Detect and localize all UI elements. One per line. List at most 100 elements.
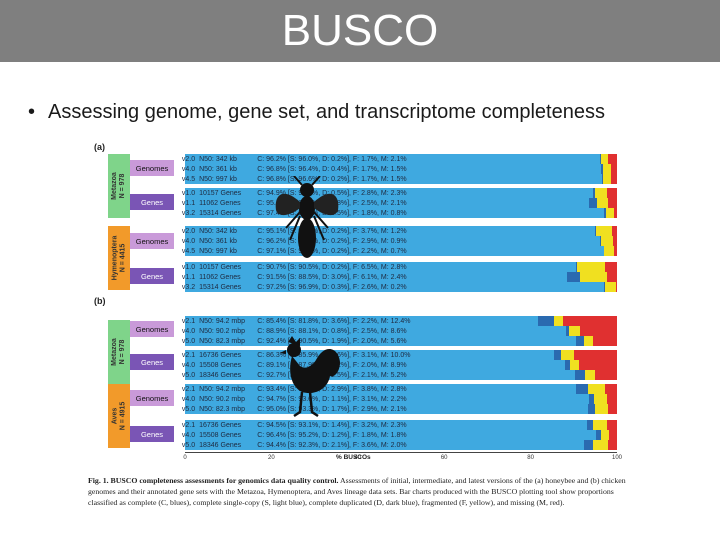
row-summary: C: 95.1% [S: 94.9%, D: 0.2%], F: 3.7%, M… <box>257 227 407 235</box>
row-version: v4.0 <box>181 395 196 403</box>
bar-segment-F <box>553 316 564 326</box>
chart-row-label: v2.0 N50: 342 kb C: 95.1% [S: 94.9%, D: 0.… <box>178 226 616 236</box>
bar-segment-F <box>595 226 612 236</box>
row-summary: C: 94.5% [S: 93.1%, D: 1.4%], F: 3.2%, M… <box>257 421 407 429</box>
bar-segment-M <box>608 440 617 450</box>
bar-segment-D <box>553 350 561 360</box>
row-stat: 16736 Genes <box>199 351 242 359</box>
bar-segment-S <box>185 394 590 404</box>
row-stat: 16736 Genes <box>199 421 242 429</box>
row-summary: C: 96.2% [S: 96.0%, D: 0.2%], F: 1.7%, M… <box>257 155 407 163</box>
bar-segment-D <box>589 198 598 208</box>
row-version: v4.5 <box>181 247 196 255</box>
row-stat: 18346 Genes <box>199 371 242 379</box>
bar-segment-S <box>185 246 604 256</box>
bar-segment-F <box>604 282 617 292</box>
row-version: v1.0 <box>181 189 196 197</box>
bar-segment-M <box>594 370 617 380</box>
rooster-icon <box>280 336 340 418</box>
bar-segment-S <box>185 198 590 208</box>
honeybee-icon <box>275 176 339 258</box>
bar-segment-M <box>607 188 617 198</box>
bar-segment-F <box>569 326 580 336</box>
bar-segment-F <box>580 272 607 282</box>
row-stat: N50: 90.2 mbp <box>199 327 246 335</box>
row-version: v2.0 <box>181 155 196 163</box>
bar-segment-F <box>595 404 608 414</box>
chart-row-label: v3.2 15314 Genes C: 97.2% [S: 96.9%, D: 0.… <box>178 282 616 292</box>
x-axis-tick: 20 <box>268 455 275 461</box>
bar-segment-S <box>185 336 576 346</box>
caption-text: Assessments of initial, intermediate, an… <box>88 476 626 508</box>
chart-row-label: v5.0 18346 Genes C: 94.4% [S: 92.3%, D: 2.… <box>178 440 616 450</box>
bar-segment-F <box>592 440 609 450</box>
bar-segment-M <box>613 236 617 246</box>
subgroup-genomes: Genomes <box>130 160 174 176</box>
busco-bar <box>185 404 617 414</box>
bar-segment-S <box>185 316 539 326</box>
row-version: v5.0 <box>181 441 196 449</box>
busco-bar <box>185 164 617 174</box>
bar-segment-F <box>600 236 614 246</box>
panel-b-label: (b) <box>94 296 106 306</box>
row-version: v2.1 <box>181 317 196 325</box>
slide-title-bar: BUSCO <box>0 0 720 62</box>
bar-segment-F <box>604 246 614 256</box>
busco-bar <box>185 262 617 272</box>
bar-segment-S <box>185 236 600 246</box>
row-stat: 15508 Genes <box>199 431 242 439</box>
bullet-text: Assessing genome, gene set, and transcri… <box>48 101 605 123</box>
bar-segment-S <box>185 404 589 414</box>
busco-bar <box>185 440 617 450</box>
busco-bar <box>185 174 617 184</box>
row-summary: C: 96.2% [S: 96.0%, D: 0.2%], F: 2.9%, M… <box>257 237 407 245</box>
row-summary: C: 94.4% [S: 92.3%, D: 2.1%], F: 3.6%, M… <box>257 441 407 449</box>
bar-segment-M <box>592 336 617 346</box>
row-stat: N50: 342 kb <box>199 227 237 235</box>
bar-segment-D <box>596 430 602 440</box>
x-axis-tick: 60 <box>440 455 448 461</box>
bar-segment-F <box>597 198 608 208</box>
row-version: v2.1 <box>181 421 196 429</box>
panel-a-label: (a) <box>94 142 105 152</box>
group-label-metazoa-b: Metazoa N = 978 <box>108 320 130 384</box>
row-summary: C: 93.4% [S: 90.5%, D: 2.9%], F: 3.8%, M… <box>257 385 407 393</box>
row-version: v2.1 <box>181 385 196 393</box>
x-axis-line <box>185 452 617 453</box>
bar-segment-D <box>592 188 595 198</box>
row-stat: 10157 Genes <box>199 263 242 271</box>
subgroup-genes: Genes <box>130 268 174 284</box>
bar-segment-M <box>607 198 617 208</box>
bar-segment-S <box>185 226 595 236</box>
row-summary: C: 91.5% [S: 88.5%, D: 3.0%], F: 6.1%, M… <box>257 273 407 281</box>
row-summary: C: 96.8% [S: 96.4%, D: 0.4%], F: 1.7%, M… <box>257 165 407 173</box>
bar-segment-F <box>569 360 579 370</box>
busco-bar <box>185 360 617 370</box>
group-label-hymenoptera: Hymenoptera N = 4415 <box>108 226 130 290</box>
row-summary: C: 95.0% [S: 93.3%, D: 1.7%], F: 2.9%, M… <box>257 405 407 413</box>
bar-segment-F <box>603 174 611 184</box>
bar-segment-M <box>607 404 617 414</box>
bar-segment-F <box>600 154 608 164</box>
chart-row-label: v1.1 11062 Genes C: 91.5% [S: 88.5%, D: 3.… <box>178 272 616 282</box>
row-version: v2.1 <box>181 351 196 359</box>
bar-segment-M <box>563 316 617 326</box>
bar-segment-D <box>594 226 596 236</box>
chart-row-label: v2.1 N50: 94.2 mbp C: 85.4% [S: 81.8%, D: … <box>178 316 616 326</box>
bullet-marker: • <box>28 101 36 123</box>
row-summary: C: 96.8% [S: 96.6%, D: 0.2%], F: 1.7%, M… <box>257 175 407 183</box>
busco-bar <box>185 384 617 394</box>
bar-segment-S <box>185 164 602 174</box>
bar-segment-D <box>588 404 596 414</box>
chart-row-label: v2.1 N50: 94.2 mbp C: 93.4% [S: 90.5%, D: … <box>178 384 616 394</box>
row-version: v1.1 <box>181 273 196 281</box>
subgroup-genomes: Genomes <box>130 233 174 249</box>
row-stat: 15314 Genes <box>199 209 242 217</box>
row-stat: N50: 94.2 mbp <box>199 317 246 325</box>
caption-lead: Fig. 1. BUSCO completeness assessments f… <box>88 476 339 485</box>
chart-row-label: v4.0 N50: 361 kb C: 96.8% [S: 96.4%, D: 0.… <box>178 164 616 174</box>
busco-bar <box>185 336 617 346</box>
bar-segment-S <box>185 272 568 282</box>
